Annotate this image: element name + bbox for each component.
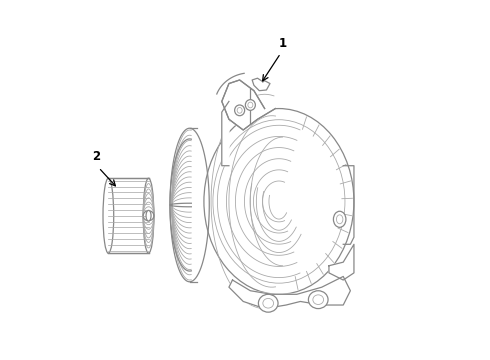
Polygon shape	[252, 78, 270, 91]
Ellipse shape	[258, 294, 278, 312]
Polygon shape	[222, 102, 229, 166]
Ellipse shape	[248, 102, 253, 108]
Text: 2: 2	[92, 150, 100, 163]
Ellipse shape	[204, 109, 354, 294]
Polygon shape	[229, 276, 350, 309]
Polygon shape	[222, 80, 275, 130]
Polygon shape	[329, 244, 354, 280]
Ellipse shape	[337, 215, 343, 224]
Ellipse shape	[333, 211, 346, 227]
Ellipse shape	[103, 178, 114, 253]
Ellipse shape	[213, 120, 345, 283]
Ellipse shape	[235, 105, 245, 116]
Polygon shape	[222, 80, 275, 130]
Ellipse shape	[237, 108, 242, 113]
Ellipse shape	[146, 210, 151, 221]
Ellipse shape	[245, 100, 255, 111]
Ellipse shape	[308, 291, 328, 309]
Text: 1: 1	[279, 37, 287, 50]
Ellipse shape	[313, 295, 323, 305]
Ellipse shape	[263, 298, 273, 308]
